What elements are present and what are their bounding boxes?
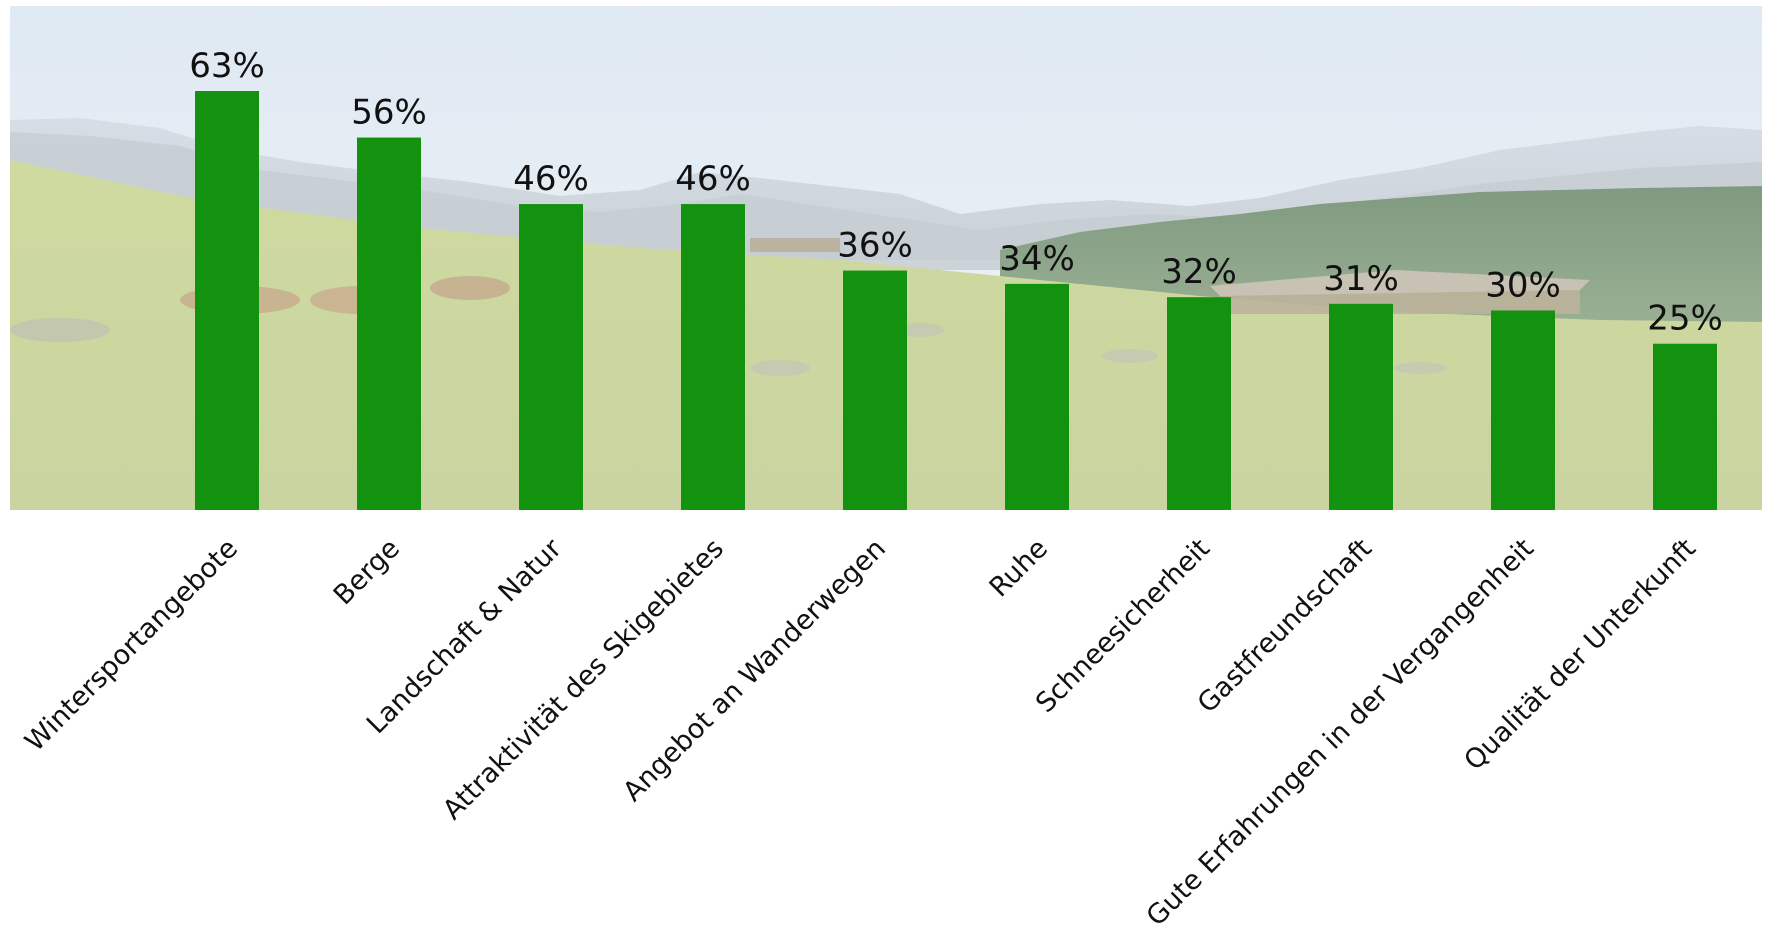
bar-5 bbox=[1005, 283, 1069, 510]
value-label-9: 25% bbox=[1647, 299, 1723, 339]
category-label-7: Gastfreundschaft bbox=[1192, 533, 1378, 719]
value-label-6: 32% bbox=[1161, 252, 1237, 292]
value-label-7: 31% bbox=[1323, 259, 1399, 299]
value-label-4: 36% bbox=[837, 226, 913, 266]
value-label-8: 30% bbox=[1485, 265, 1561, 305]
bar-3 bbox=[681, 204, 745, 511]
value-label-0: 63% bbox=[189, 46, 265, 86]
bar-6 bbox=[1167, 297, 1231, 510]
bar-2 bbox=[519, 204, 583, 511]
category-label-4: Angebot an Wanderwegen bbox=[617, 533, 892, 808]
category-label-1: Berge bbox=[328, 533, 406, 611]
category-label-3: Attraktivität des Skigebietes bbox=[437, 533, 730, 826]
bar-1 bbox=[357, 137, 421, 511]
value-label-1: 56% bbox=[351, 93, 427, 133]
bar-8 bbox=[1491, 310, 1555, 510]
value-label-5: 34% bbox=[999, 239, 1075, 279]
value-label-3: 46% bbox=[675, 159, 751, 199]
category-label-5: Ruhe bbox=[984, 533, 1054, 603]
bar-0 bbox=[195, 91, 259, 510]
value-label-2: 46% bbox=[513, 159, 589, 199]
bar-7 bbox=[1329, 303, 1393, 510]
bar-4 bbox=[843, 270, 907, 510]
category-label-0: Wintersportangebote bbox=[19, 533, 244, 758]
bar-9 bbox=[1653, 343, 1717, 510]
category-label-6: Schneesicherheit bbox=[1030, 533, 1216, 719]
